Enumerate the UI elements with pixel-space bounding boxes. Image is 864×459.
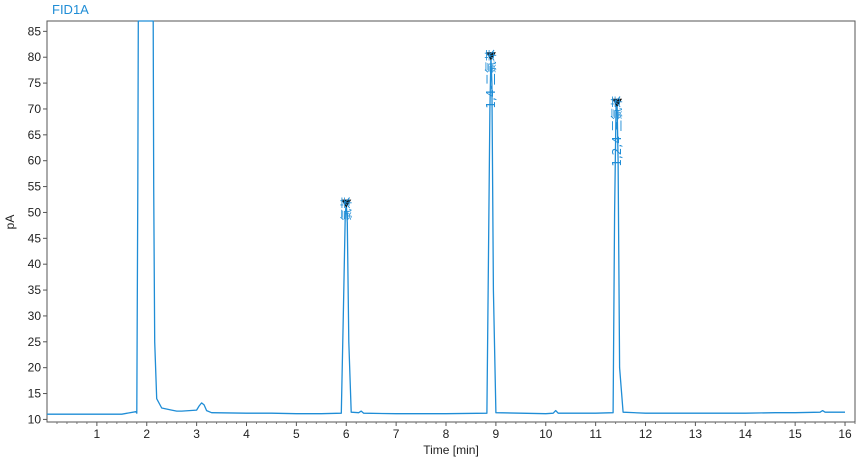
chart-title: FID1A	[52, 2, 89, 17]
x-tick-label: 6	[343, 427, 350, 441]
y-tick-label: 65	[28, 128, 42, 142]
x-axis-label: Time [min]	[423, 443, 479, 457]
x-tick-label: 10	[539, 427, 553, 441]
x-tick-label: 13	[689, 427, 703, 441]
x-tick-label: 2	[143, 427, 150, 441]
fid-trace	[47, 20, 845, 415]
y-tick-label: 55	[28, 180, 42, 194]
x-tick-label: 11	[589, 427, 602, 441]
y-tick-label: 50	[28, 205, 42, 219]
y-tick-label: 75	[28, 76, 42, 90]
y-tick-label: 30	[28, 309, 42, 323]
x-tick-label: 4	[243, 427, 250, 441]
x-tick-label: 12	[639, 427, 653, 441]
y-tick-label: 20	[28, 361, 42, 375]
peak-label: 1,2,4-三氯苯	[610, 96, 624, 167]
peak-markers: 氯苯 1,4-二氯苯 1,2,4-三氯苯	[339, 49, 624, 220]
x-tick-label: 1	[94, 427, 101, 441]
peak-marker	[612, 98, 623, 107]
x-tick-label: 9	[493, 427, 500, 441]
x-tick-label: 15	[788, 427, 802, 441]
peak-marker	[341, 199, 352, 208]
y-tick-label: 15	[28, 387, 42, 401]
y-tick-label: 10	[28, 412, 42, 426]
x-tick-label: 16	[838, 427, 852, 441]
y-tick-label: 25	[28, 335, 42, 349]
x-tick-label: 5	[293, 427, 300, 441]
peak-label: 1,4-二氯苯	[484, 49, 498, 108]
y-axis: 10 15 20 25 30 35 40 45 50 55 60 65 70 75 80 85	[28, 24, 47, 426]
y-tick-label: 40	[28, 257, 42, 271]
y-tick-label: 45	[28, 231, 42, 245]
x-tick-label: 7	[393, 427, 400, 441]
peak-marker	[485, 52, 496, 61]
y-tick-label: 35	[28, 283, 42, 297]
x-tick-label: 14	[739, 427, 753, 441]
peak-label: 氯苯	[339, 197, 353, 221]
x-tick-label: 8	[443, 427, 450, 441]
x-tick-label: 3	[193, 427, 200, 441]
x-axis: 1 2 3 4 5 6 7 8 9 10 11 12 13 14 15 16	[56, 422, 856, 441]
plot-frame	[46, 20, 856, 423]
y-tick-label: 85	[28, 24, 42, 38]
y-tick-label: 60	[28, 154, 42, 168]
y-axis-label: pA	[3, 215, 17, 230]
y-tick-label: 70	[28, 102, 42, 116]
y-tick-label: 80	[28, 50, 42, 64]
